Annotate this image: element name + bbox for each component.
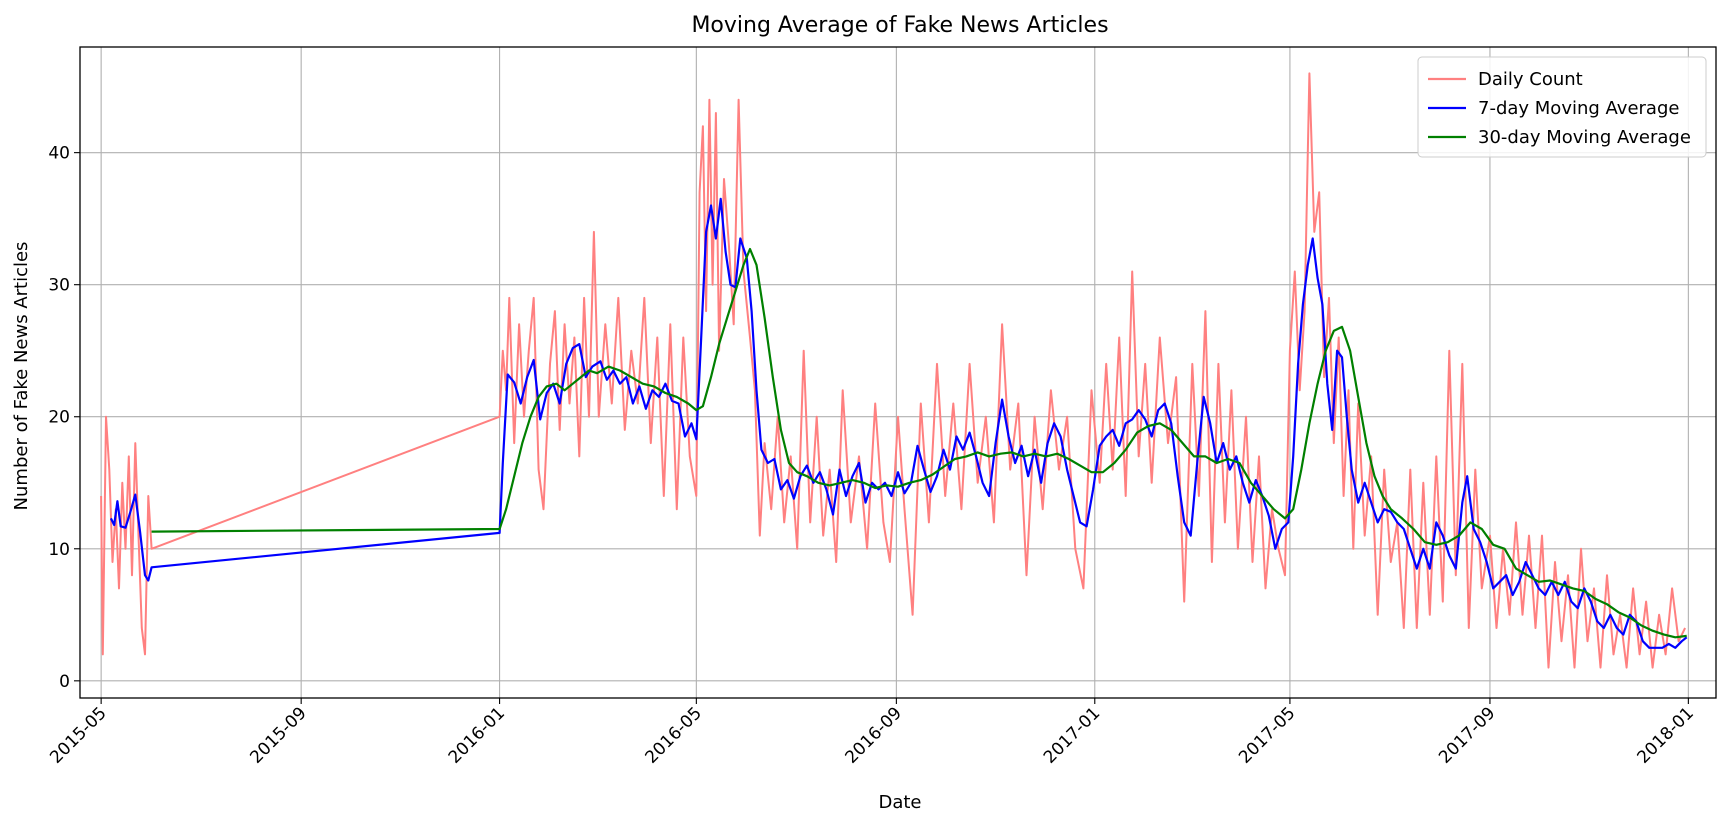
y-tick-label: 30 (48, 276, 70, 296)
y-tick-label: 20 (48, 408, 70, 428)
legend-box (1417, 56, 1707, 158)
legend-entry: 7-day Moving Average (1478, 98, 1679, 119)
series-line-30-day-moving-average (151, 247, 1687, 639)
y-tick-label: 40 (48, 144, 70, 164)
series-layer (100, 72, 1688, 669)
legend-entry: Daily Count (1478, 69, 1583, 90)
y-tick-label: 0 (59, 672, 70, 692)
y-axis-label: Number of Fake News Articles (11, 242, 32, 511)
legend: Daily Count 7-day Moving Average 30-day Mo… (1417, 56, 1707, 158)
plot-frame (79, 46, 1717, 699)
legend-entry: 30-day Moving Average (1478, 127, 1691, 148)
y-tick-label: 10 (48, 540, 70, 560)
series-line-daily-count (100, 72, 1686, 669)
series-line-7-day-moving-average (109, 197, 1688, 649)
x-axis-label: Date (878, 792, 921, 813)
chart-title: Moving Average of Fake News Articles (691, 13, 1108, 38)
